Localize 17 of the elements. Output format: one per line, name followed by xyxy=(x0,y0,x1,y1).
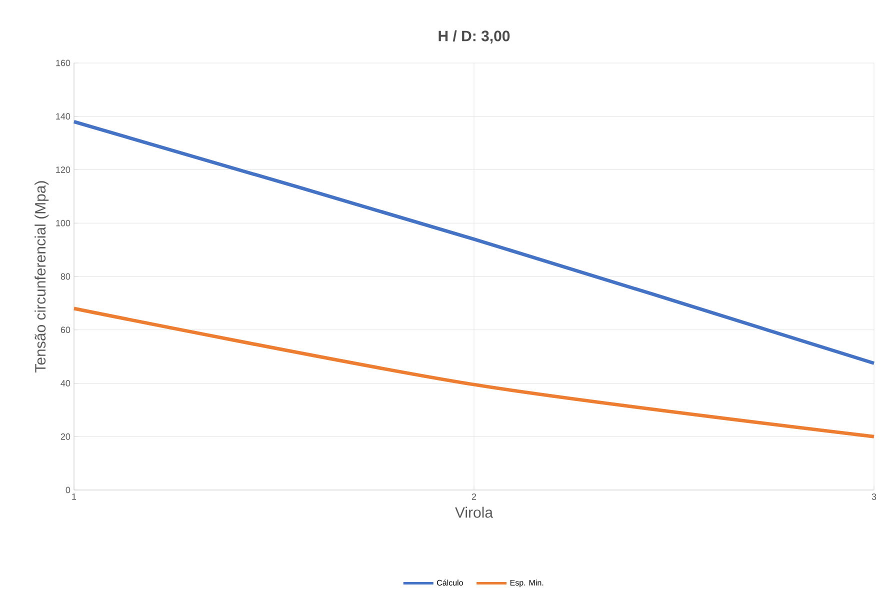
legend-label: Cálculo xyxy=(437,580,463,586)
chart-title: H / D: 3,00 xyxy=(438,30,510,44)
x-tick-label: 3 xyxy=(872,494,876,500)
x-tick-label: 2 xyxy=(472,494,476,500)
x-tick-label: 1 xyxy=(72,494,76,500)
y-tick-label: 160 xyxy=(56,60,70,66)
y-tick-label: 40 xyxy=(60,380,70,386)
y-tick-label: 60 xyxy=(60,326,70,334)
y-tick-label: 140 xyxy=(56,113,70,120)
x-axis-title: Virola xyxy=(455,506,494,518)
y-tick-label: 20 xyxy=(60,433,70,440)
y-tick-label: 100 xyxy=(56,220,70,226)
y-tick-label: 120 xyxy=(56,166,70,173)
legend-label: Esp. Min. xyxy=(510,580,544,588)
y-axis-title: Tensão circunferencial (Mpa) xyxy=(34,181,49,372)
y-tick-label: 0 xyxy=(66,486,70,494)
y-tick-label: 80 xyxy=(60,273,70,280)
